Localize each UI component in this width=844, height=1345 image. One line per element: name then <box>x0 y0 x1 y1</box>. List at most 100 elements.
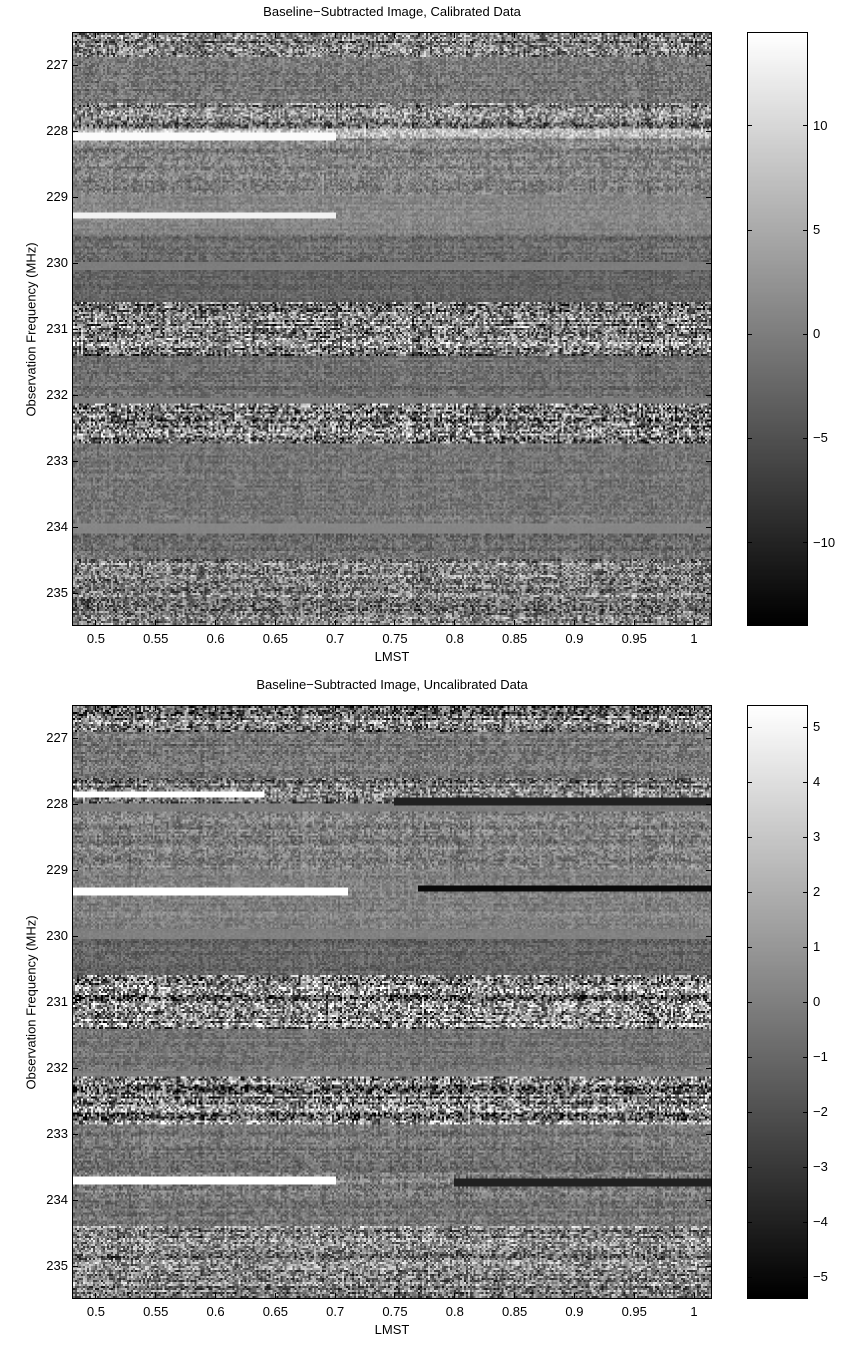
y-tick <box>72 460 78 462</box>
chart-title: Baseline−Subtracted Image, Calibrated Da… <box>263 4 521 19</box>
x-tick-label: 0.5 <box>86 1304 105 1319</box>
colorbar-tick <box>747 891 752 893</box>
colorbar-tick <box>803 542 808 544</box>
x-tick <box>573 705 575 711</box>
x-tick <box>573 1293 575 1299</box>
y-tick-label: 232 <box>46 1060 68 1075</box>
y-tick <box>706 130 712 132</box>
y-tick <box>706 803 712 805</box>
colorbar-tick-label: 3 <box>813 829 821 844</box>
colorbar-tick-label: 10 <box>813 117 828 133</box>
colorbar-tick-label: −5 <box>813 430 828 446</box>
x-tick-label: 0.55 <box>143 631 169 646</box>
colorbar-tick <box>747 1056 752 1058</box>
colorbar-tick-label: 1 <box>813 939 821 954</box>
y-tick <box>706 1265 712 1267</box>
y-tick <box>72 1067 78 1069</box>
y-tick <box>706 1199 712 1201</box>
y-tick <box>72 130 78 132</box>
y-tick <box>72 394 78 396</box>
chart-panel-uncalibrated: Baseline−Subtracted Image, Uncalibrated … <box>0 673 844 1345</box>
x-tick <box>215 620 217 626</box>
y-tick-label: 235 <box>46 585 68 600</box>
y-tick <box>706 460 712 462</box>
y-tick-label: 232 <box>46 387 68 402</box>
y-tick-label: 230 <box>46 928 68 943</box>
colorbar-tick-label: 0 <box>813 326 821 342</box>
y-tick-label: 235 <box>46 1258 68 1273</box>
colorbar-tick-label: 4 <box>813 774 821 789</box>
x-tick-label: 0.75 <box>382 631 408 646</box>
x-tick <box>95 1293 97 1299</box>
x-tick-label: 0.8 <box>445 1304 464 1319</box>
x-tick <box>693 32 695 38</box>
y-tick-label: 228 <box>46 123 68 138</box>
y-tick-label: 230 <box>46 255 68 270</box>
colorbar-tick <box>747 1001 752 1003</box>
colorbar-tick-label: 5 <box>813 719 821 734</box>
chart-title: Baseline−Subtracted Image, Uncalibrated … <box>256 677 528 692</box>
colorbar-tick <box>803 333 808 335</box>
y-tick <box>706 394 712 396</box>
colorbar-tick-label: −4 <box>813 1214 828 1229</box>
x-tick <box>633 1293 635 1299</box>
x-tick <box>155 620 157 626</box>
colorbar-tick-label: 5 <box>813 222 821 237</box>
y-tick <box>72 737 78 739</box>
y-tick <box>72 1001 78 1003</box>
x-tick <box>573 32 575 38</box>
y-tick <box>706 737 712 739</box>
y-tick-label: 228 <box>46 796 68 811</box>
y-tick <box>72 869 78 871</box>
x-tick <box>274 620 276 626</box>
x-tick-label: 0.65 <box>262 631 289 646</box>
x-tick-label: 1 <box>690 1304 698 1319</box>
x-tick <box>334 620 336 626</box>
x-tick <box>274 32 276 38</box>
y-tick <box>72 935 78 937</box>
y-tick <box>72 262 78 264</box>
x-tick <box>95 705 97 711</box>
x-tick-label: 0.9 <box>565 631 584 646</box>
y-tick <box>706 262 712 264</box>
heatmap-plot-area <box>72 32 712 626</box>
x-tick <box>693 705 695 711</box>
colorbar-tick <box>803 781 808 783</box>
x-tick-label: 0.55 <box>143 1304 169 1319</box>
colorbar-tick <box>747 781 752 783</box>
x-tick <box>215 32 217 38</box>
colorbar-gradient <box>748 706 807 1298</box>
colorbar-tick <box>747 229 752 231</box>
x-tick <box>514 705 516 711</box>
x-tick-label: 0.85 <box>501 631 528 646</box>
x-tick <box>334 1293 336 1299</box>
colorbar-tick <box>803 1001 808 1003</box>
colorbar-tick <box>747 1111 752 1113</box>
y-tick <box>706 64 712 66</box>
y-tick <box>72 196 78 198</box>
colorbar-tick <box>747 1276 752 1278</box>
colorbar-tick <box>747 726 752 728</box>
colorbar-tick <box>803 437 808 439</box>
x-tick <box>454 705 456 711</box>
x-tick-label: 0.85 <box>501 1304 528 1319</box>
colorbar-tick <box>747 1166 752 1168</box>
x-tick <box>274 1293 276 1299</box>
colorbar-tick-label: −3 <box>813 1159 828 1174</box>
x-tick-label: 0.7 <box>326 1304 345 1319</box>
y-tick-label: 229 <box>46 189 68 204</box>
x-tick-label: 0.95 <box>621 631 647 646</box>
colorbar-tick <box>803 836 808 838</box>
y-tick-label: 234 <box>46 519 68 534</box>
colorbar-tick <box>747 125 752 127</box>
x-tick-label: 0.5 <box>86 631 105 646</box>
y-tick <box>72 64 78 66</box>
x-tick <box>394 620 396 626</box>
x-tick <box>633 705 635 711</box>
heatmap-image <box>73 706 711 1298</box>
colorbar-tick <box>747 333 752 335</box>
y-tick-label: 233 <box>46 453 68 468</box>
y-tick <box>706 526 712 528</box>
x-tick <box>215 705 217 711</box>
x-tick <box>454 1293 456 1299</box>
